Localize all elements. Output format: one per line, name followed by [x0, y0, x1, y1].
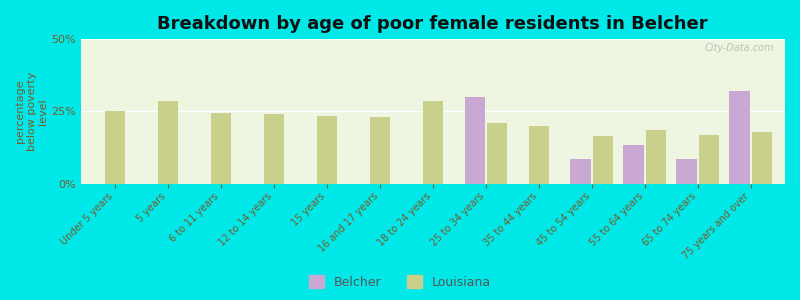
Bar — [752, 132, 772, 184]
Bar — [487, 123, 507, 184]
Bar — [593, 136, 613, 184]
Bar — [264, 114, 284, 184]
Bar — [529, 126, 549, 184]
Y-axis label: percentage
below poverty
level: percentage below poverty level — [15, 72, 48, 151]
Bar — [370, 117, 390, 184]
Bar — [105, 112, 125, 184]
Bar — [570, 160, 590, 184]
Bar — [158, 101, 178, 184]
Bar — [730, 91, 750, 184]
Legend: Belcher, Louisiana: Belcher, Louisiana — [304, 270, 496, 294]
Bar — [698, 135, 718, 184]
Bar — [211, 113, 231, 184]
Bar — [317, 116, 337, 184]
Bar — [646, 130, 666, 184]
Title: Breakdown by age of poor female residents in Belcher: Breakdown by age of poor female resident… — [158, 15, 708, 33]
Bar — [465, 97, 485, 184]
Bar — [677, 160, 697, 184]
Bar — [623, 145, 643, 184]
Text: City-Data.com: City-Data.com — [705, 43, 774, 53]
Bar — [422, 101, 443, 184]
